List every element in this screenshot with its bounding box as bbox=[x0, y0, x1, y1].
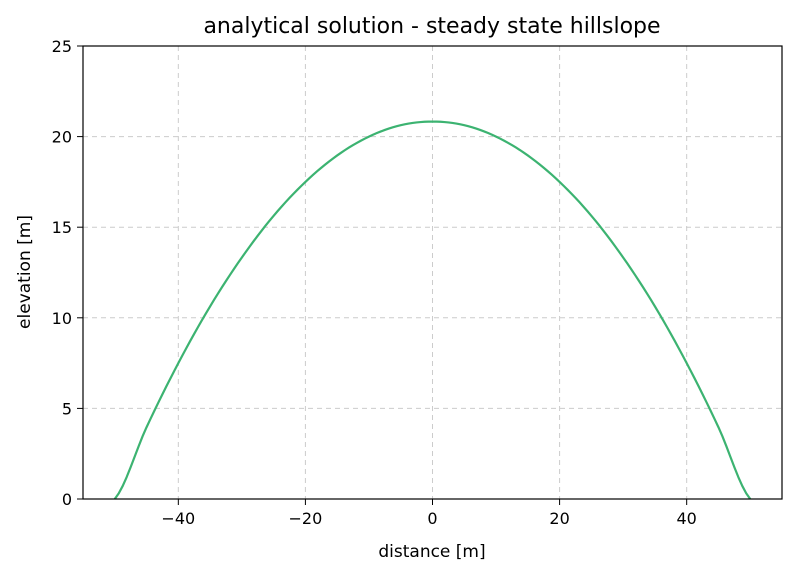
y-tick-label: 5 bbox=[62, 399, 72, 418]
y-tick-label: 0 bbox=[62, 490, 72, 509]
x-tick-label: 0 bbox=[427, 509, 437, 528]
chart-title: analytical solution - steady state hills… bbox=[203, 14, 660, 39]
elevation-line bbox=[113, 120, 752, 500]
y-tick-label: 10 bbox=[52, 309, 72, 328]
grid-layer bbox=[83, 46, 782, 499]
y-tick-label: 15 bbox=[52, 218, 72, 237]
x-tick-label: 20 bbox=[549, 509, 569, 528]
y-tick-label: 20 bbox=[52, 128, 72, 147]
x-tick-label: −20 bbox=[289, 509, 323, 528]
ticks-layer: −40 −20 0 20 40 0 5 10 15 20 25 bbox=[52, 37, 697, 528]
x-tick-label: 40 bbox=[677, 509, 697, 528]
x-tick-label: −40 bbox=[161, 509, 195, 528]
series-layer bbox=[113, 120, 752, 500]
x-axis-label: distance [m] bbox=[378, 542, 485, 562]
y-tick-label: 25 bbox=[52, 37, 72, 56]
y-axis-label: elevation [m] bbox=[15, 215, 35, 329]
